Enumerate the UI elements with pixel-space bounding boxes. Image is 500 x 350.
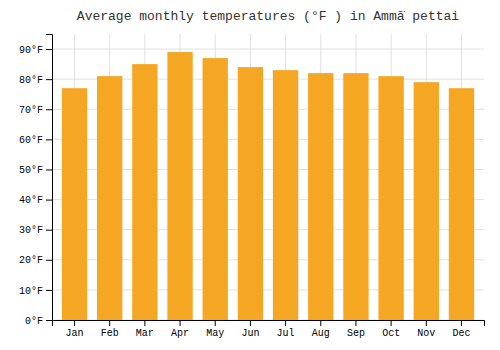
tick-mark bbox=[46, 260, 52, 261]
tick-label: Oct bbox=[382, 328, 400, 339]
tick: Nov bbox=[417, 320, 435, 339]
tick-label: 30°F bbox=[19, 225, 43, 236]
tick-label: Aug bbox=[312, 328, 330, 339]
tick: 90°F bbox=[19, 45, 52, 56]
tick: 80°F bbox=[19, 75, 52, 86]
tick-mark bbox=[320, 320, 321, 326]
bar bbox=[273, 70, 298, 320]
tick-label: Mar bbox=[136, 328, 154, 339]
tick-mark bbox=[46, 230, 52, 231]
tick-mark bbox=[250, 320, 251, 326]
chart: 0°F 10°F 20°F 30°F 40°F 50°F 60°F 70°F 80°F 90°F J… bbox=[0, 0, 500, 350]
marks bbox=[62, 52, 474, 320]
tick: Apr bbox=[171, 320, 189, 339]
tick-mark bbox=[355, 320, 356, 326]
tick-label: Dec bbox=[452, 328, 470, 339]
tick: 70°F bbox=[19, 105, 52, 116]
tick-label: Jul bbox=[277, 328, 295, 339]
tick-label: Sep bbox=[347, 328, 365, 339]
tick: Jul bbox=[277, 320, 295, 339]
tick: 10°F bbox=[19, 286, 52, 297]
tick: 0°F bbox=[25, 316, 52, 327]
tick-mark bbox=[391, 320, 392, 326]
tick-label: 40°F bbox=[19, 195, 43, 206]
grid-line-y bbox=[52, 49, 484, 50]
tick-mark bbox=[46, 320, 52, 321]
tick: 30°F bbox=[19, 225, 52, 236]
bar bbox=[414, 82, 439, 320]
tick-mark bbox=[426, 320, 427, 326]
tick-label: 0°F bbox=[25, 316, 43, 327]
tick: Jan bbox=[66, 320, 84, 339]
tick: Mar bbox=[136, 320, 154, 339]
tick-mark bbox=[46, 109, 52, 110]
tick-label: Feb bbox=[101, 328, 119, 339]
tick-mark bbox=[215, 320, 216, 326]
tick-label: 80°F bbox=[19, 75, 43, 86]
axis-line bbox=[46, 35, 53, 321]
bar bbox=[167, 52, 192, 320]
tick-mark bbox=[180, 320, 181, 326]
tick-label: 20°F bbox=[19, 255, 43, 266]
tick: 40°F bbox=[19, 195, 52, 206]
tick-label: 50°F bbox=[19, 165, 43, 176]
tick: Jun bbox=[241, 320, 259, 339]
grid bbox=[52, 34, 484, 320]
tick-label: 90°F bbox=[19, 45, 43, 56]
tick-mark bbox=[46, 169, 52, 170]
tick-mark bbox=[109, 320, 110, 326]
bar bbox=[449, 88, 474, 320]
tick: Aug bbox=[312, 320, 330, 339]
bar bbox=[62, 88, 87, 320]
tick-label: 70°F bbox=[19, 105, 43, 116]
tick-mark bbox=[461, 320, 462, 326]
tick: 50°F bbox=[19, 165, 52, 176]
bar bbox=[238, 67, 263, 320]
tick-mark bbox=[46, 290, 52, 291]
tick-label: 10°F bbox=[19, 286, 43, 297]
tick: Oct bbox=[382, 320, 400, 339]
tick: 20°F bbox=[19, 255, 52, 266]
tick-mark bbox=[144, 320, 145, 326]
y-axis: 0°F 10°F 20°F 30°F 40°F 50°F 60°F 70°F 80°F 90°F bbox=[19, 35, 53, 327]
bar bbox=[308, 73, 333, 320]
tick: Dec bbox=[452, 320, 470, 339]
axis-line bbox=[53, 321, 485, 327]
tick: May bbox=[206, 320, 224, 339]
tick: Sep bbox=[347, 320, 365, 339]
tick-mark bbox=[46, 79, 52, 80]
tick: 60°F bbox=[19, 135, 52, 146]
tick-label: May bbox=[206, 328, 224, 339]
tick-mark bbox=[74, 320, 75, 326]
tick-label: Jun bbox=[241, 328, 259, 339]
bar bbox=[203, 58, 228, 320]
tick-mark bbox=[46, 200, 52, 201]
plot: 0°F 10°F 20°F 30°F 40°F 50°F 60°F 70°F 80°F 90°F J… bbox=[19, 34, 485, 339]
x-axis: Jan Feb Mar Apr May Jun Jul Aug Sep Oct Nov Dec bbox=[53, 320, 485, 339]
tick-mark bbox=[46, 139, 52, 140]
tick-label: Jan bbox=[66, 328, 84, 339]
tick-label: 60°F bbox=[19, 135, 43, 146]
tick-label: Apr bbox=[171, 328, 189, 339]
tick: Feb bbox=[101, 320, 119, 339]
bar bbox=[378, 76, 403, 320]
tick-mark bbox=[46, 49, 52, 50]
bar bbox=[97, 76, 122, 320]
title: Average monthly temperatures (°F ) in Am… bbox=[77, 9, 459, 24]
tick-label: Nov bbox=[417, 328, 435, 339]
bar bbox=[132, 64, 157, 320]
bar bbox=[343, 73, 368, 320]
tick-mark bbox=[285, 320, 286, 326]
